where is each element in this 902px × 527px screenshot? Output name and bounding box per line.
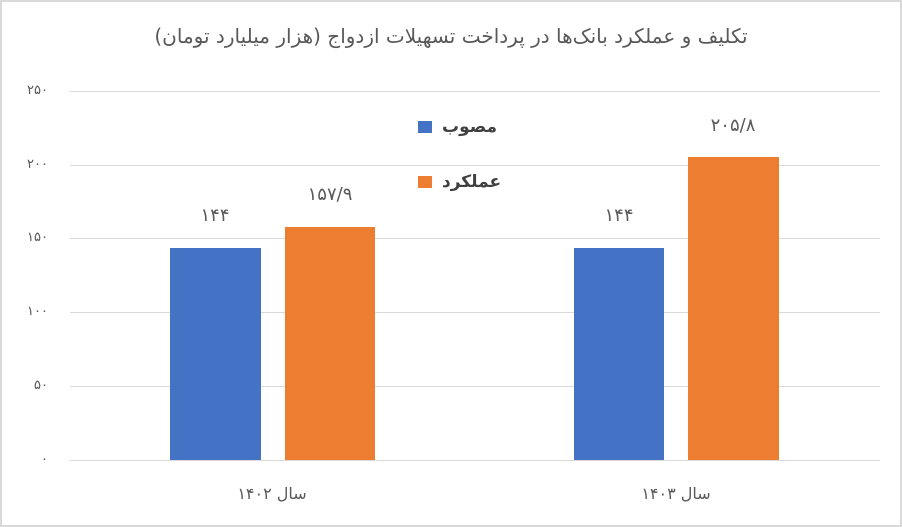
legend-item-approved: مصوب [418,117,497,137]
value-label-approved-1402: ۱۴۴ [200,205,230,226]
legend-label-approved: مصوب [442,117,498,137]
y-tick-150: ۱۵۰ [27,230,48,245]
gridline-50 [70,386,880,387]
value-label-performance-1403: ۲۰۵/۸ [710,115,756,136]
y-tick-100: ۱۰۰ [27,304,48,319]
legend-label-performance: عملکرد [442,172,502,192]
gridline-150 [70,238,880,239]
value-label-performance-1402: ۱۵۷/۹ [307,184,353,205]
legend-item-performance: عملکرد [418,172,501,192]
chart-title: تکلیف و عملکرد بانک‌ها در پرداخت تسهیلات… [154,24,748,48]
x-category-1403: سال ۱۴۰۳ [641,484,711,503]
y-tick-200: ۲۰۰ [27,157,48,172]
y-tick-50: ۵۰ [34,378,48,393]
gridline-250 [70,91,880,92]
legend-swatch-orange-icon [418,176,432,188]
x-category-1402: سال ۱۴۰۲ [237,484,307,503]
bar-approved-1402 [170,248,261,460]
gridline-200 [70,165,880,166]
bar-performance-1403 [688,157,779,460]
y-tick-250: ۲۵۰ [27,83,48,98]
gridline-100 [70,312,880,313]
legend-swatch-blue-icon [418,121,432,133]
value-label-approved-1403: ۱۴۴ [604,205,634,226]
x-axis-baseline [70,460,880,461]
bar-approved-1403 [574,248,664,460]
y-tick-0: ۰ [41,452,48,467]
bar-performance-1402 [285,227,375,460]
